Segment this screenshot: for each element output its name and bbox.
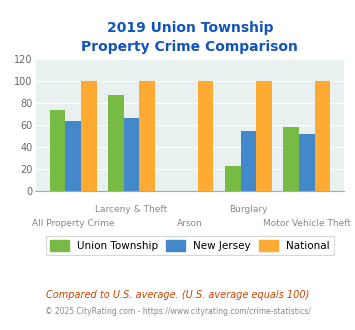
- Text: Burglary: Burglary: [229, 205, 268, 214]
- Text: Compared to U.S. average. (U.S. average equals 100): Compared to U.S. average. (U.S. average …: [46, 290, 309, 300]
- Bar: [283, 126, 299, 191]
- Text: © 2025 CityRating.com - https://www.cityrating.com/crime-statistics/: © 2025 CityRating.com - https://www.city…: [45, 307, 310, 316]
- Legend: Union Township, New Jersey, National: Union Township, New Jersey, National: [45, 236, 334, 255]
- Bar: [225, 166, 241, 191]
- Text: Larceny & Theft: Larceny & Theft: [95, 205, 168, 214]
- Bar: [256, 82, 272, 191]
- Bar: [81, 82, 97, 191]
- Text: Arson: Arson: [177, 219, 203, 228]
- Bar: [139, 82, 155, 191]
- Bar: [50, 110, 65, 191]
- Bar: [124, 118, 139, 191]
- Text: Motor Vehicle Theft: Motor Vehicle Theft: [263, 219, 351, 228]
- Bar: [315, 82, 330, 191]
- Bar: [65, 121, 81, 191]
- Bar: [241, 131, 256, 191]
- Title: 2019 Union Township
Property Crime Comparison: 2019 Union Township Property Crime Compa…: [82, 20, 298, 54]
- Bar: [108, 95, 124, 191]
- Bar: [198, 82, 213, 191]
- Text: All Property Crime: All Property Crime: [32, 219, 114, 228]
- Bar: [299, 134, 315, 191]
